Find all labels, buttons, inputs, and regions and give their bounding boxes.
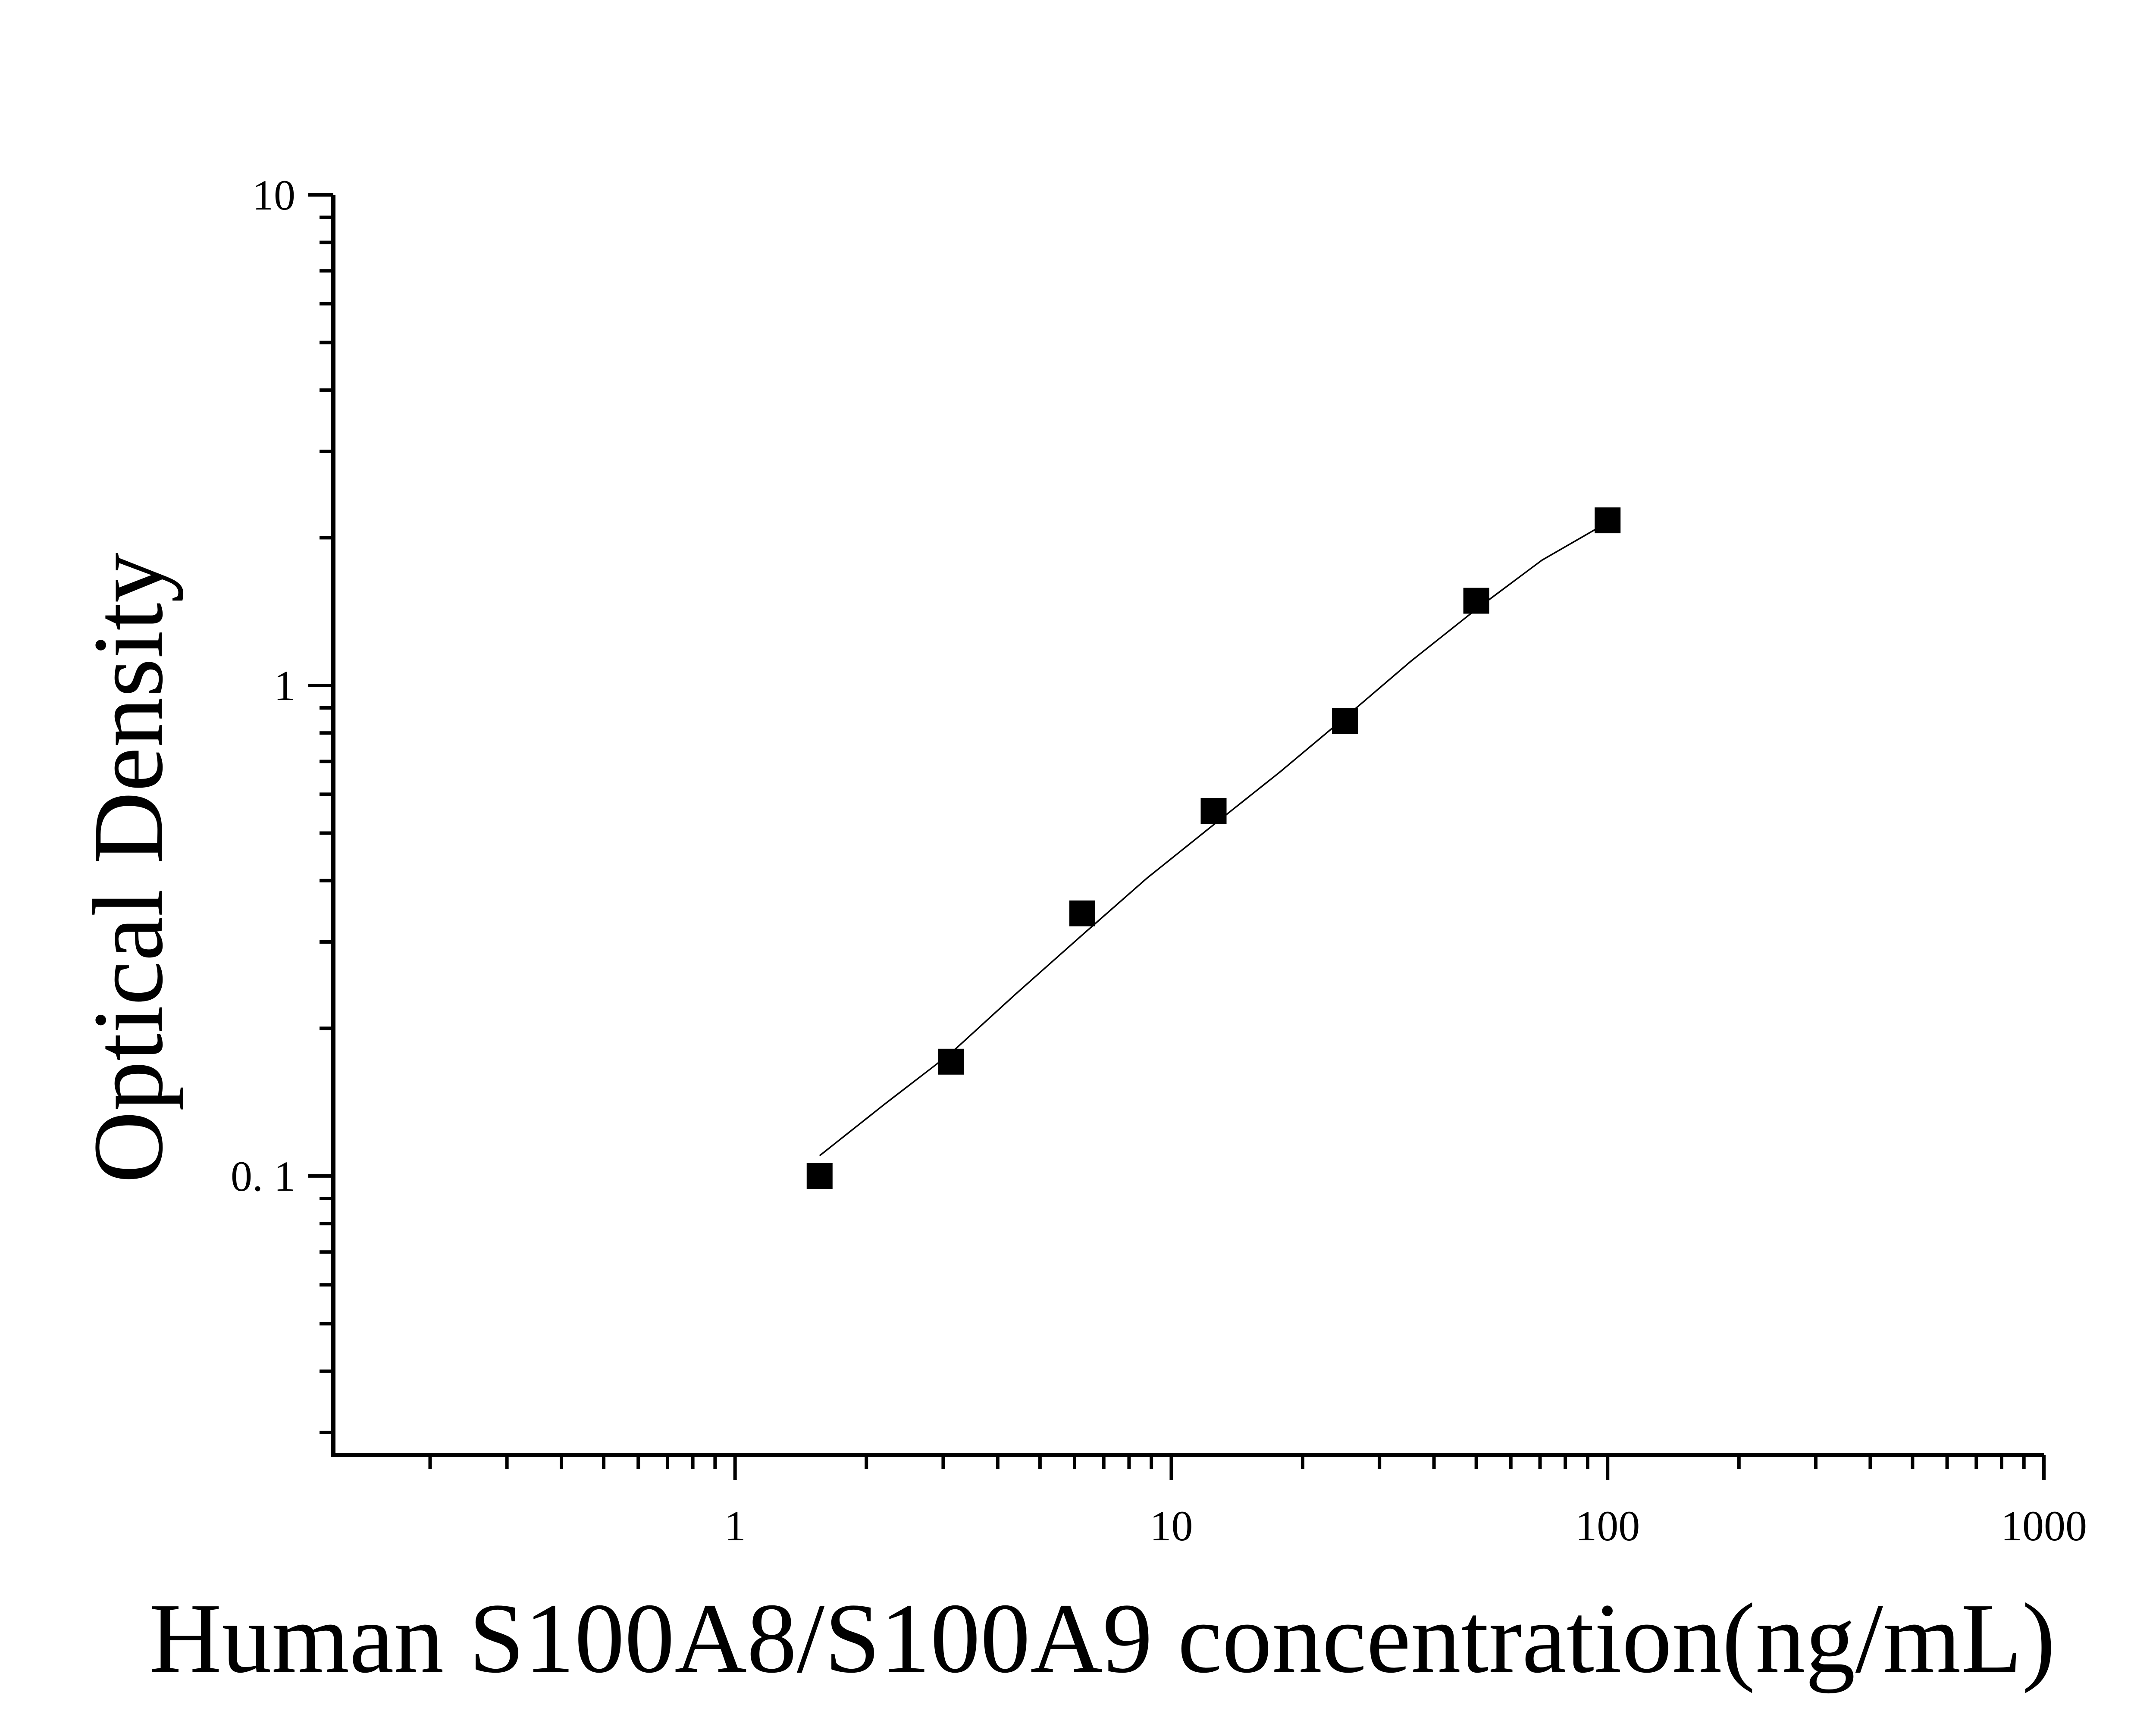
data-point-square bbox=[1200, 798, 1227, 824]
x-axis-label: Human S100A8/S100A9 concentration(ng/mL) bbox=[149, 1583, 2055, 1694]
y-tick-label: 10 bbox=[252, 171, 295, 219]
y-tick-label: 0. 1 bbox=[231, 1152, 295, 1200]
axes: 1 10 100 1000 0. 1 1 10 bbox=[231, 171, 2087, 1550]
data-points-layer bbox=[806, 507, 1621, 1189]
labels-layer: Human S100A8/S100A9 concentration(ng/mL)… bbox=[73, 553, 2056, 1694]
data-point-square bbox=[1595, 507, 1621, 534]
x-tick-label: 1 bbox=[724, 1502, 746, 1550]
fit-curve-line bbox=[819, 522, 1608, 1157]
y-axis-label: Optical Density bbox=[73, 553, 184, 1183]
data-point-square bbox=[1463, 588, 1489, 614]
y-tick-label: 1 bbox=[274, 662, 295, 710]
data-point-square bbox=[1332, 708, 1358, 734]
fit-curve-layer bbox=[819, 522, 1608, 1157]
x-tick-label: 10 bbox=[1150, 1502, 1193, 1550]
data-point-square bbox=[1069, 900, 1095, 926]
data-point-square bbox=[938, 1048, 964, 1075]
x-tick-label: 1000 bbox=[2001, 1502, 2087, 1550]
data-point-square bbox=[806, 1163, 833, 1189]
x-tick-label: 100 bbox=[1575, 1502, 1640, 1550]
